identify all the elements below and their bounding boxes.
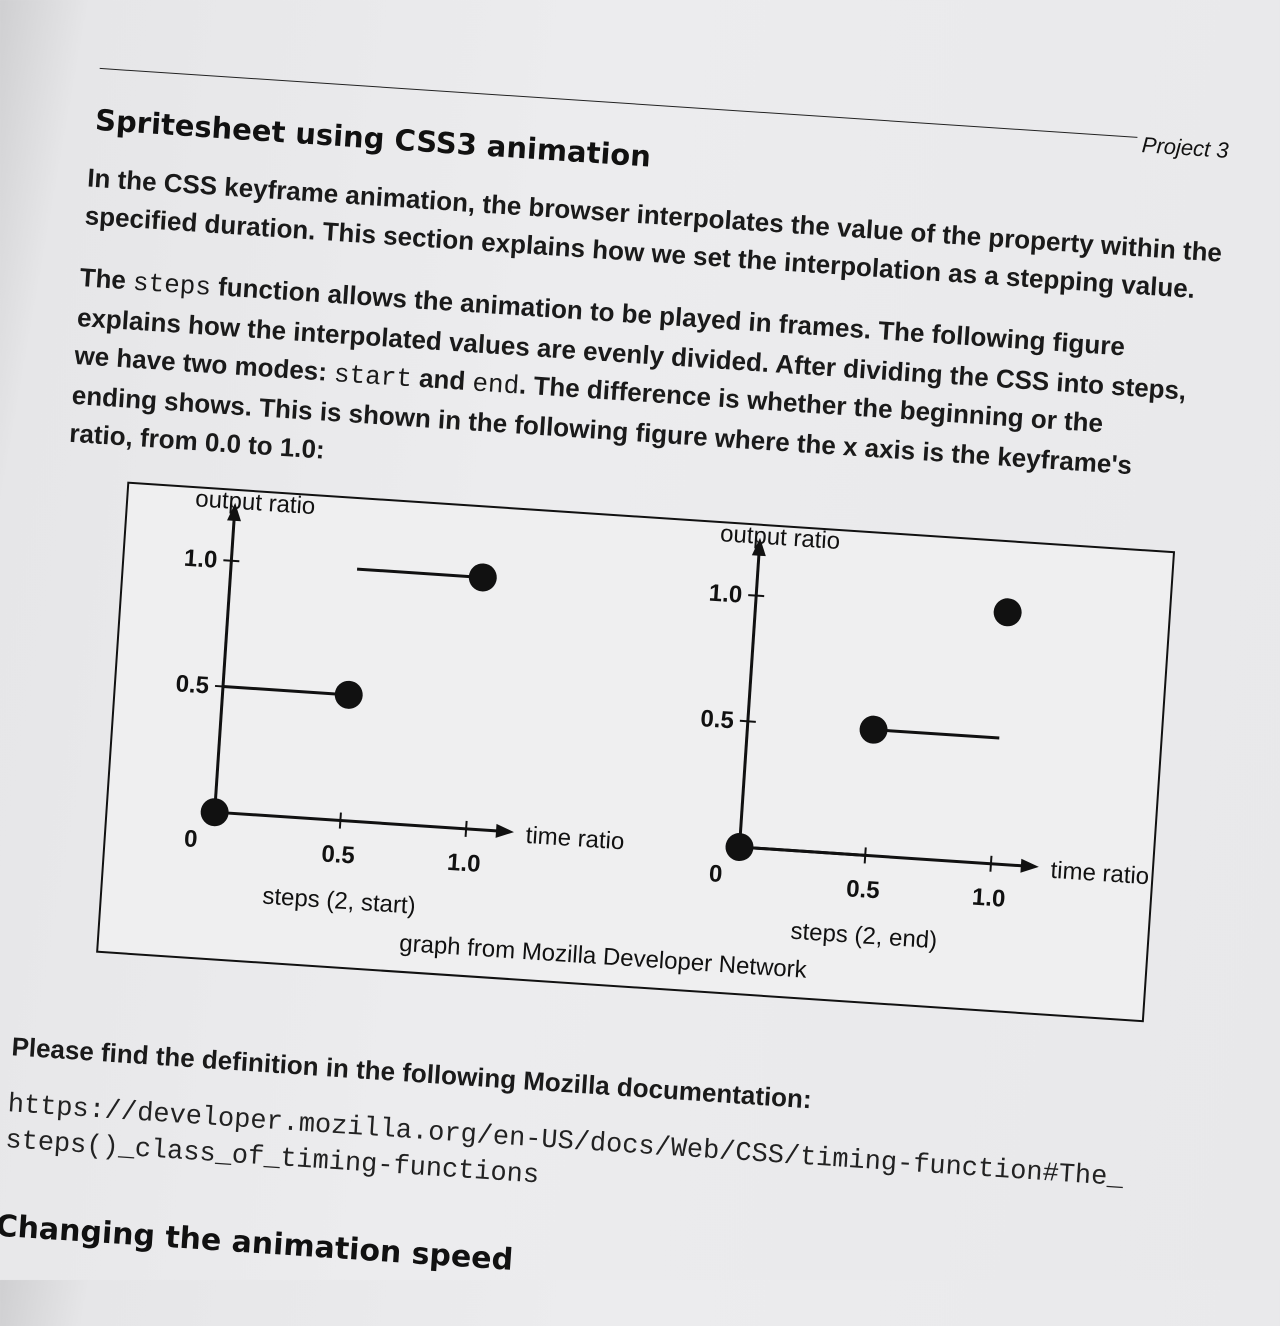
x-tick-label: 0.5 <box>845 875 880 904</box>
x-axis-label: time ratio <box>1050 857 1150 890</box>
paragraph-steps: The steps function allows the animation … <box>68 258 1190 525</box>
step-point <box>468 563 497 592</box>
x-axis-arrow-icon <box>1020 858 1039 873</box>
step-point <box>993 598 1022 627</box>
y-axis <box>213 512 237 813</box>
y-tick-label: 1.0 <box>183 545 218 574</box>
code-steps: steps <box>132 267 212 303</box>
step-segment <box>356 567 483 579</box>
step-point <box>200 798 229 827</box>
code-start: start <box>333 359 413 395</box>
x-tick-label: 1.0 <box>446 849 481 878</box>
next-section-title: Changing the animation speed <box>0 1208 515 1278</box>
y-axis-arrow-icon <box>227 502 241 522</box>
step-point <box>334 680 363 709</box>
figure-box: 0.5 0.5 1.0 1.0 0 output ratio time ratio steps… <box>96 481 1176 1023</box>
text: The <box>78 262 135 296</box>
x-tick <box>338 812 342 829</box>
y-axis-label: output ratio <box>719 520 841 555</box>
x-axis-arrow-icon <box>495 823 514 838</box>
running-head: Project 3 <box>1141 132 1230 163</box>
origin-label: 0 <box>183 825 198 853</box>
y-tick <box>223 559 240 563</box>
x-axis <box>214 810 505 833</box>
step-segment <box>739 845 866 857</box>
x-tick <box>464 820 468 837</box>
plot-title: steps (2, start) <box>262 883 417 920</box>
step-segment <box>873 728 1000 740</box>
x-tick-label: 0.5 <box>321 840 356 869</box>
y-tick-label: 0.5 <box>700 705 735 734</box>
y-axis-arrow-icon <box>751 537 766 557</box>
origin-label: 0 <box>708 860 723 888</box>
x-tick-label: 1.0 <box>971 884 1006 913</box>
documentation-url: https://developer.mozilla.org/en-US/docs… <box>4 1087 1124 1233</box>
step-segment <box>222 684 349 697</box>
y-axis-label: output ratio <box>194 485 316 520</box>
figure-caption: graph from Mozilla Developer Network <box>398 930 808 984</box>
step-point <box>725 833 754 862</box>
plot-title: steps (2, end) <box>790 918 938 955</box>
y-tick-label: 1.0 <box>708 579 743 608</box>
x-tick <box>989 855 993 872</box>
y-tick <box>748 594 765 598</box>
step-point <box>859 715 888 744</box>
section-title: Spritesheet using CSS3 animation <box>94 102 653 174</box>
y-tick <box>739 719 756 723</box>
code-end: end <box>471 368 521 402</box>
x-axis-label: time ratio <box>525 822 625 855</box>
text: and <box>411 362 474 397</box>
steps-figure: 0.5 0.5 1.0 1.0 0 output ratio time ratio steps… <box>175 485 1150 984</box>
y-tick-label: 0.5 <box>175 670 210 699</box>
y-axis <box>738 547 761 848</box>
